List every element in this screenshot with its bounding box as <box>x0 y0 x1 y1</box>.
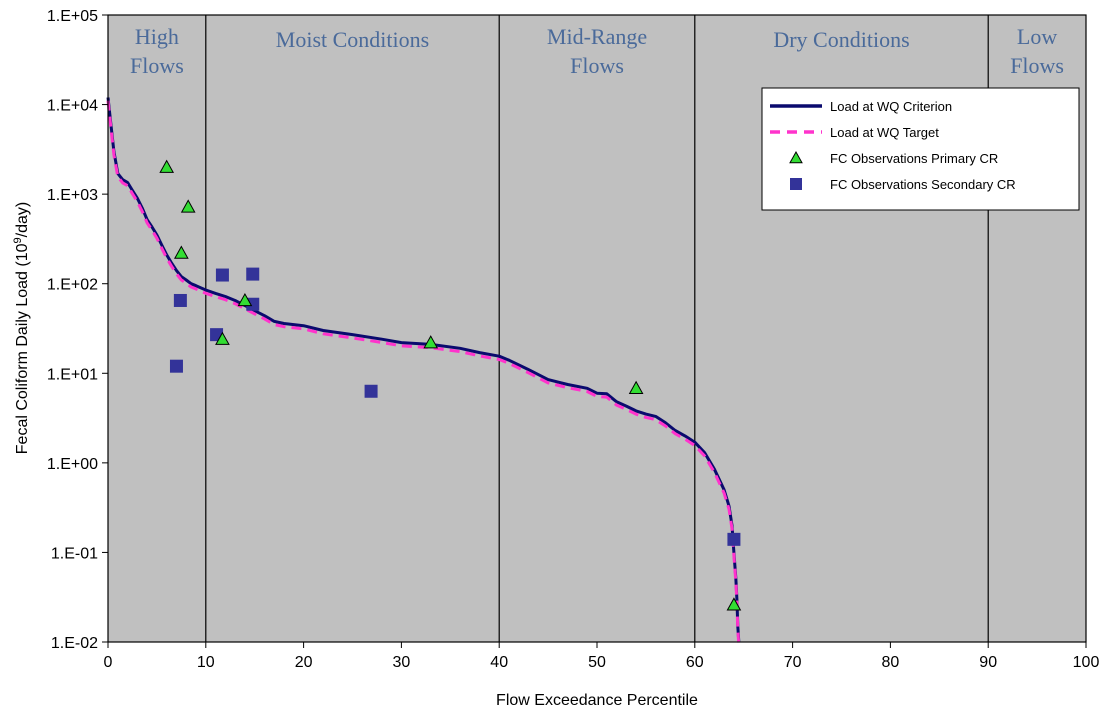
region-label: High <box>135 24 179 49</box>
criterion-curve-line <box>106 97 741 643</box>
secondary-observation-point <box>246 267 260 281</box>
y-tick-label: 1.E-02 <box>51 635 98 652</box>
region-label: Low <box>1017 24 1057 49</box>
legend: Load at WQ Criterion Load at WQ Target FC … <box>761 87 1080 211</box>
region-label: Flows <box>570 53 624 78</box>
primary-observation-point <box>423 335 439 349</box>
x-tick-label: 70 <box>784 654 802 671</box>
secondary-observation-point <box>169 359 183 373</box>
secondary-observation-point <box>173 293 187 307</box>
y-tick-label: 1.E-01 <box>51 545 98 562</box>
x-tick-label: 20 <box>295 654 313 671</box>
legend-label: Load at WQ Criterion <box>830 99 952 114</box>
region-label: Dry Conditions <box>773 27 909 52</box>
primary-observation-point <box>174 245 189 259</box>
secondary-observation-point <box>215 268 229 282</box>
x-tick-label: 0 <box>104 654 113 671</box>
legend-box <box>761 87 1080 211</box>
x-tick-label: 60 <box>686 654 704 671</box>
legend-label: Load at WQ Target <box>830 125 939 140</box>
secondary-observation-point <box>727 532 741 546</box>
region-label: Moist Conditions <box>276 27 429 52</box>
x-axis-title: Flow Exceedance Percentile <box>496 692 698 709</box>
x-tick-label: 30 <box>393 654 411 671</box>
y-tick-label: 1.E+02 <box>47 277 98 294</box>
primary-observation-point <box>215 331 230 345</box>
x-tick-label: 90 <box>979 654 997 671</box>
primary-observation-point <box>180 199 196 213</box>
x-tick-label: 100 <box>1073 654 1100 671</box>
x-tick-label: 50 <box>588 654 606 671</box>
x-tick-label: 40 <box>490 654 508 671</box>
y-tick-label: 1.E+01 <box>47 366 98 383</box>
secondary-observation-point <box>246 297 260 311</box>
region-label: Mid-Range <box>547 24 647 49</box>
primary-observation-point <box>159 159 175 173</box>
secondary-observation-point <box>364 384 378 398</box>
target-curve-line <box>106 100 741 646</box>
y-tick-label: 1.E+00 <box>47 456 98 473</box>
primary-observation-point <box>237 292 253 307</box>
primary-observation-point <box>726 597 742 611</box>
x-tick-label: 10 <box>197 654 215 671</box>
y-tick-label: 1.E+03 <box>47 187 98 204</box>
y-tick-label: 1.E+05 <box>47 8 98 25</box>
x-tick-label: 80 <box>882 654 900 671</box>
y-axis-title: Fecal Coliform Daily Load (109/day) <box>12 202 31 454</box>
region-label: Flows <box>130 53 184 78</box>
legend-swatch-secondary <box>790 178 802 190</box>
legend-label: FC Observations Primary CR <box>830 151 998 166</box>
y-tick-label: 1.E+04 <box>47 98 98 115</box>
legend-swatch-primary <box>789 150 803 164</box>
primary-observation-point <box>628 380 644 394</box>
region-label: Flows <box>1010 53 1064 78</box>
legend-label: FC Observations Secondary CR <box>830 177 1016 192</box>
